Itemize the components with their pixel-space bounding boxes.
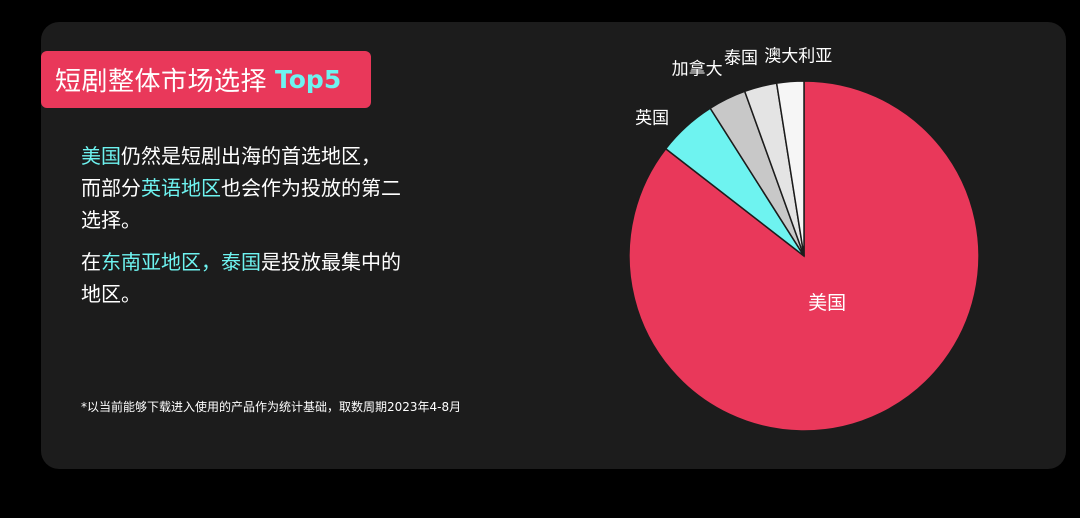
- pie-label-4: 澳大利亚: [764, 47, 832, 67]
- insight-paragraph-2: 在东南亚地区，泰国是投放最集中的地区。: [81, 246, 411, 310]
- p1-text-b: 仍然是短剧出海的首选地区，: [121, 144, 381, 168]
- pie-slice-4: [775, 80, 805, 257]
- highlight-english-regions: 英语地区: [141, 176, 221, 200]
- p2-text-d: 是投放最集中的地区。: [81, 250, 401, 306]
- insight-paragraph-1: 美国仍然是短剧出海的首选地区， 而部分英语地区也会作为投放的第二选择。: [81, 140, 411, 236]
- footnote: *以当前能够下载进入使用的产品作为统计基础，取数周期2023年4-8月: [81, 400, 462, 414]
- pie-label-1: 英国: [635, 108, 669, 128]
- p2-text-a: 在: [81, 250, 101, 274]
- page-title-accent: Top5: [275, 65, 342, 94]
- pie-slices: [628, 80, 980, 432]
- page-title: 短剧整体市场选择: [55, 67, 268, 97]
- title-banner: 短剧整体市场选择 Top5: [41, 51, 371, 108]
- pie-label-0: 美国: [808, 292, 846, 314]
- highlight-usa: 美国: [81, 144, 121, 168]
- pie-label-2: 加拿大: [672, 59, 723, 80]
- p1-text-e: 也会作为投放的第二选择。: [81, 176, 401, 232]
- highlight-thailand: 泰国: [221, 250, 261, 274]
- highlight-southeast-asia: 东南亚地区，: [101, 250, 221, 274]
- p1-text-c: 而部分: [81, 176, 141, 200]
- pie-label-3: 泰国: [724, 48, 758, 68]
